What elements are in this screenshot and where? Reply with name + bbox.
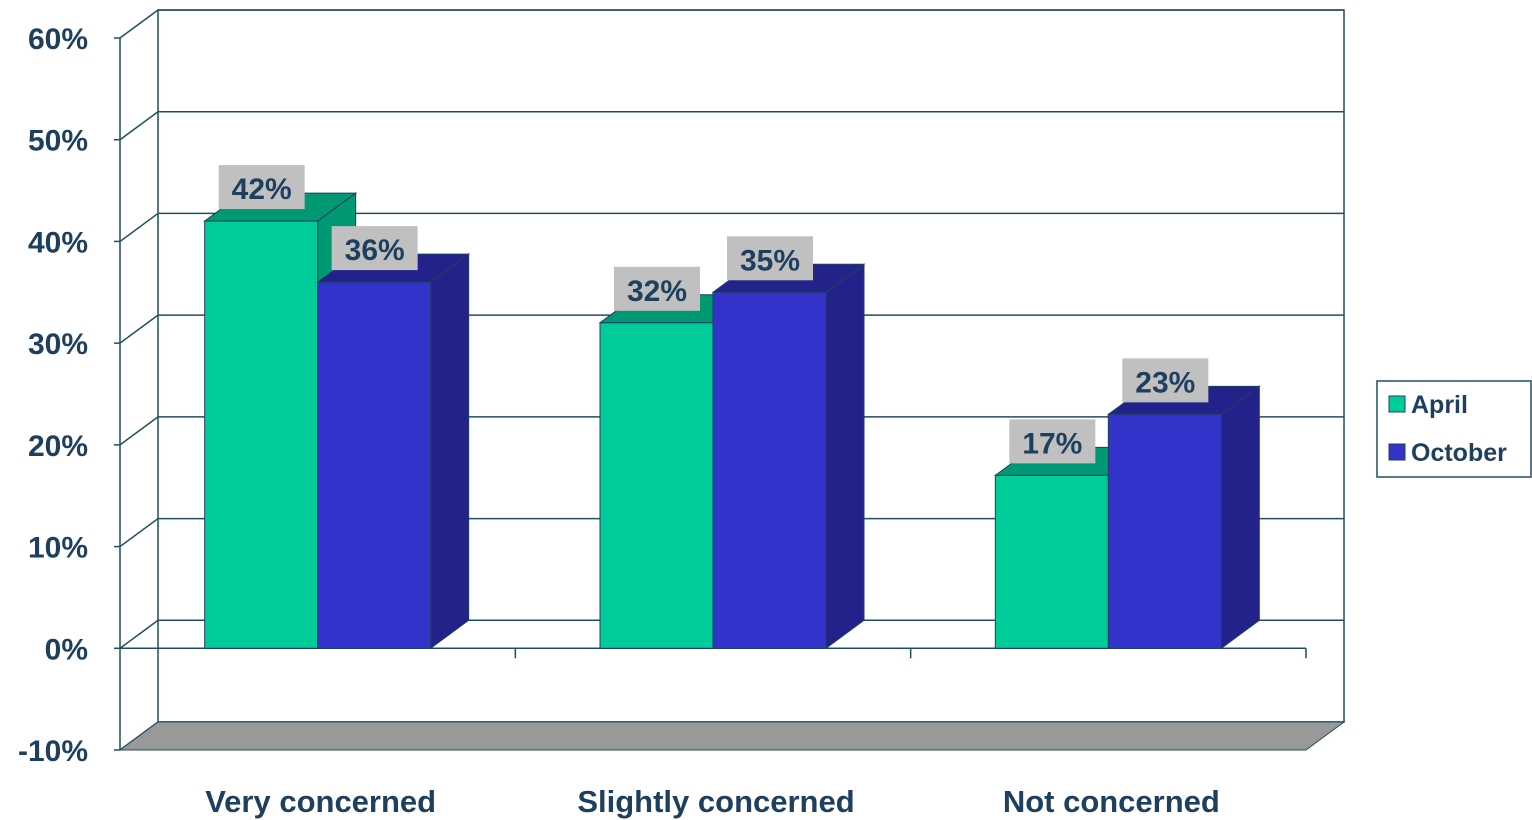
x-axis-category-labels: Very concerned Slightly concerned Not conc… [205, 784, 1220, 819]
bar-april [204, 220, 319, 649]
bar-april [994, 474, 1109, 649]
data-labels-layer: 42% 36% 32% 35% 17% 23% [218, 165, 1209, 464]
x-axis-category-label: Slightly concerned [577, 784, 854, 819]
bar-side-october [825, 263, 865, 650]
bar-side-october [1220, 385, 1260, 650]
y-axis-tick-label: 30% [28, 328, 88, 361]
bars-layer [203, 192, 1261, 650]
legend-label-october: October [1411, 439, 1507, 467]
data-label-october: 23% [1135, 366, 1195, 399]
y-axis-tick-label: 0% [45, 633, 88, 666]
y-axis-tick-label: 60% [28, 23, 88, 56]
gridline-depth [119, 111, 159, 141]
chart-floor [118, 647, 1346, 751]
x-axis-category-label: Not concerned [1003, 784, 1220, 819]
data-label-october: 35% [740, 244, 800, 277]
gridline-depth [119, 619, 159, 649]
data-label-box-october [1122, 358, 1209, 403]
legend-label-april: April [1411, 391, 1468, 419]
y-axis-tick-labels: 60% 50% 40% 30% 20% 10% 0% -10% [18, 23, 88, 768]
bar-side-october [430, 253, 470, 650]
gridline-depth [119, 416, 159, 446]
data-label-box-april [614, 266, 700, 311]
data-label-april: 17% [1022, 427, 1082, 460]
y-axis-tick-label: -10% [18, 735, 88, 768]
y-axis-tick-label: 20% [28, 430, 88, 463]
y-axis-tick-label: 40% [28, 226, 88, 259]
data-label-box-april [218, 165, 305, 210]
floor-plane [118, 721, 1346, 751]
bar-october [712, 291, 827, 649]
gridline-depth [119, 314, 159, 344]
legend: April October [1376, 380, 1532, 478]
gridline-depth [119, 212, 159, 243]
y-axis-tick-label: 10% [28, 532, 88, 565]
y-axis-tick-label: 50% [28, 125, 88, 158]
data-label-october: 36% [345, 234, 405, 267]
legend-swatch-october [1388, 443, 1406, 461]
x-axis-category-label: Very concerned [205, 784, 436, 819]
bar-april [599, 322, 714, 649]
data-label-box-october [727, 236, 813, 281]
data-label-april: 42% [232, 173, 292, 206]
data-label-april: 32% [627, 275, 687, 308]
data-label-box-april [1009, 419, 1096, 464]
bar-october [1107, 413, 1222, 649]
data-label-box-october [331, 226, 418, 271]
legend-swatch-april [1388, 395, 1406, 413]
gridline-depth [119, 9, 159, 39]
gridline-depth [119, 517, 159, 548]
bar-october [317, 281, 432, 649]
